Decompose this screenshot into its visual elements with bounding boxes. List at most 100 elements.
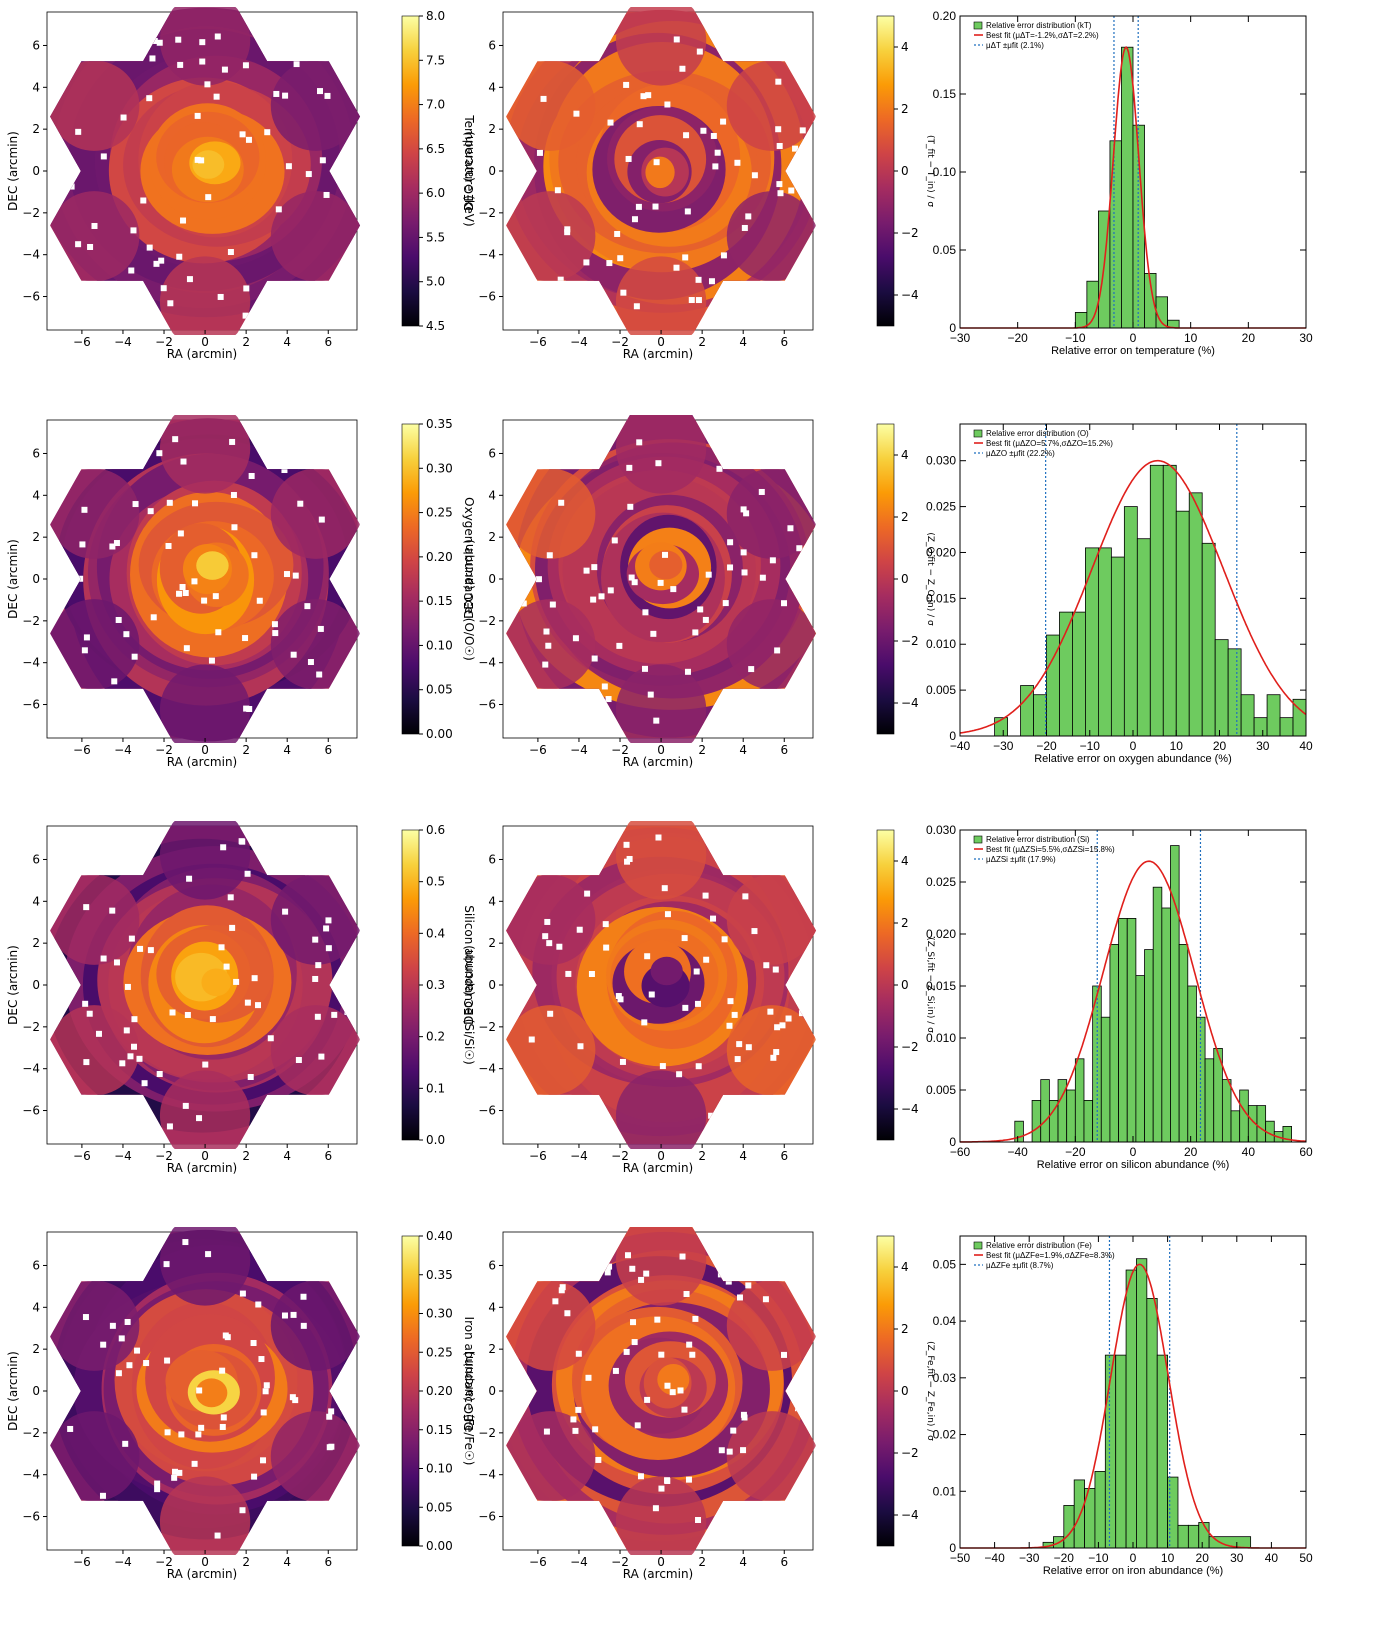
y-tick-label: −6	[22, 698, 40, 712]
colorbar-tick-label: −2	[901, 1446, 919, 1460]
x-axis-label: RA (arcmin)	[623, 1161, 694, 1175]
x-tick-label: 20	[1242, 331, 1256, 345]
legend-entry: μΔT ±μfit (2.1%)	[986, 41, 1044, 50]
masked-point-source	[215, 629, 222, 636]
colorbar-tick-label: 7.0	[426, 98, 445, 112]
y-tick-label: 2	[488, 530, 496, 544]
legend-entry: μΔZO ±μfit (22.2%)	[986, 449, 1055, 458]
masked-point-source	[318, 1053, 325, 1060]
masked-point-source	[769, 557, 776, 564]
x-tick-label: 2	[242, 1555, 250, 1569]
masked-point-source	[591, 564, 598, 571]
masked-point-source	[617, 996, 624, 1003]
x-tick-label: −6	[73, 1555, 91, 1569]
masked-point-source	[166, 1123, 173, 1130]
masked-point-source	[262, 1388, 269, 1395]
colorbar	[401, 423, 420, 735]
colorbar-tick-label: 4	[901, 448, 909, 462]
x-tick-label: −4	[570, 335, 588, 349]
masked-point-source	[741, 224, 748, 231]
legend-entry: Relative error distribution (O)	[986, 429, 1089, 438]
y-axis-label: DEC (arcmin)	[6, 131, 20, 211]
masked-point-source	[223, 963, 230, 970]
y-tick-label: 6	[488, 1258, 496, 1272]
map-region	[506, 60, 596, 151]
masked-point-source	[702, 892, 709, 899]
masked-point-source	[325, 945, 332, 952]
masked-point-source	[247, 1073, 254, 1080]
masked-point-source	[745, 1044, 752, 1051]
x-tick-label: −2	[611, 1149, 629, 1163]
map-region	[159, 821, 251, 900]
masked-point-source	[328, 1408, 335, 1415]
masked-point-source	[673, 264, 680, 271]
histogram-bar	[1104, 1354, 1117, 1549]
map-region	[159, 1070, 251, 1149]
x-tick-label: −2	[155, 335, 173, 349]
masked-point-source	[631, 579, 638, 586]
masked-point-source	[742, 893, 749, 900]
histogram-bar	[1279, 717, 1294, 737]
masked-point-source	[199, 39, 206, 46]
masked-point-source	[186, 276, 193, 283]
masked-point-source	[229, 924, 236, 931]
x-tick-label: 30	[1299, 331, 1313, 345]
masked-point-source	[140, 197, 147, 204]
map-body	[506, 415, 817, 743]
histogram-bar	[1187, 1524, 1200, 1549]
histogram-panel: −50 −40 −30 −20 −10 0 10 20 30 40 50 0 0.01 0.02 0.03 0…	[933, 1235, 1313, 1577]
masked-point-source	[281, 467, 288, 474]
x-tick-label: −4	[570, 1149, 588, 1163]
masked-point-source	[775, 78, 782, 85]
y-tick-label: −6	[22, 1104, 40, 1118]
histogram-bar	[1125, 1269, 1137, 1549]
x-tick-label: 2	[698, 1149, 706, 1163]
y-tick-label: 0	[32, 572, 40, 586]
x-tick-label: 4	[283, 1555, 291, 1569]
map-region	[615, 256, 707, 335]
masked-point-source	[720, 252, 727, 259]
y-tick-label: 0.20	[933, 9, 957, 23]
masked-point-source	[683, 132, 690, 139]
masked-point-source	[120, 114, 127, 121]
masked-point-source	[740, 506, 747, 513]
masked-point-source	[644, 1396, 651, 1403]
masked-point-source	[774, 1024, 781, 1031]
x-tick-label: 6	[780, 1555, 788, 1569]
x-tick-label: 6	[324, 743, 332, 757]
masked-point-source	[323, 191, 330, 198]
histogram-panel: −30 −20 −10 0 10 20 30 0 0.05 0.10 0.15 0.20 Relativ…	[933, 9, 1313, 357]
colorbar	[876, 829, 895, 1141]
histogram-bar	[1136, 538, 1151, 737]
masked-point-source	[664, 101, 671, 108]
masked-point-source	[558, 1287, 565, 1294]
masked-point-source	[743, 510, 750, 517]
masked-point-source	[708, 278, 715, 285]
masked-point-source	[547, 1010, 554, 1017]
map-region	[159, 415, 251, 494]
x-tick-label: 40	[1265, 1551, 1279, 1565]
masked-point-source	[647, 691, 654, 698]
masked-point-source	[82, 1314, 89, 1321]
y-tick-label: −4	[478, 248, 496, 262]
y-axis-label: DEC (arcmin)	[462, 945, 476, 1025]
map-region	[506, 468, 596, 559]
masked-point-source	[731, 1011, 738, 1018]
colorbar-tick-label: 2	[901, 102, 909, 116]
map-region	[645, 156, 675, 189]
masked-point-source	[774, 647, 781, 654]
y-tick-label: 0.025	[926, 500, 956, 514]
legend-entry: Best fit (μΔZFe=1.9%,σΔZFe=8.3%)	[986, 1251, 1115, 1260]
x-tick-label: 2	[242, 743, 250, 757]
colorbar-tick-label: 0.15	[426, 1423, 453, 1437]
masked-point-source	[601, 683, 608, 690]
map-region	[159, 1476, 251, 1555]
masked-point-source	[100, 153, 107, 160]
masked-point-source	[204, 81, 211, 88]
y-tick-label: −4	[22, 1062, 40, 1076]
y-tick-label: −2	[22, 1426, 40, 1440]
y-tick-label: 0	[949, 1135, 956, 1149]
x-tick-label: −20	[1054, 1551, 1075, 1565]
masked-point-source	[692, 629, 699, 636]
